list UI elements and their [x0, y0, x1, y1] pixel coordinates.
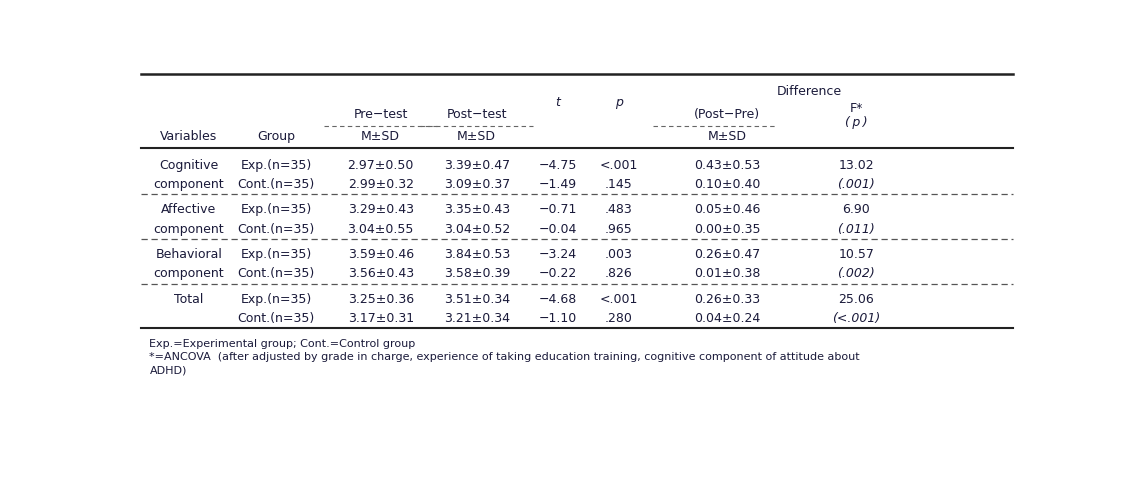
Text: Cont.(n=35): Cont.(n=35)	[238, 178, 314, 191]
Text: .003: .003	[605, 248, 633, 261]
Text: ( p ): ( p )	[844, 116, 868, 129]
Text: −1.49: −1.49	[539, 178, 577, 191]
Text: 10.57: 10.57	[839, 248, 874, 261]
Text: 3.04±0.52: 3.04±0.52	[444, 223, 510, 236]
Text: .965: .965	[605, 223, 633, 236]
Text: M±SD: M±SD	[361, 130, 400, 143]
Text: 0.43±0.53: 0.43±0.53	[694, 159, 760, 172]
Text: ADHD): ADHD)	[150, 366, 187, 376]
Text: 3.09±0.37: 3.09±0.37	[444, 178, 510, 191]
Text: Pre−test: Pre−test	[354, 107, 408, 120]
Text: Variables: Variables	[160, 130, 217, 143]
Text: .483: .483	[605, 204, 633, 216]
Text: Cont.(n=35): Cont.(n=35)	[238, 223, 314, 236]
Text: 3.51±0.34: 3.51±0.34	[444, 293, 510, 305]
Text: 0.01±0.38: 0.01±0.38	[694, 268, 760, 280]
Text: Cont.(n=35): Cont.(n=35)	[238, 312, 314, 325]
Text: t: t	[555, 96, 561, 109]
Text: Exp.(n=35): Exp.(n=35)	[240, 293, 312, 305]
Text: Post−test: Post−test	[447, 107, 507, 120]
Text: 0.10±0.40: 0.10±0.40	[694, 178, 760, 191]
Text: component: component	[153, 268, 224, 280]
Text: Exp.(n=35): Exp.(n=35)	[240, 248, 312, 261]
Text: (<.001): (<.001)	[832, 312, 881, 325]
Text: 3.58±0.39: 3.58±0.39	[444, 268, 510, 280]
Text: Exp.(n=35): Exp.(n=35)	[240, 204, 312, 216]
Text: −1.10: −1.10	[538, 312, 577, 325]
Text: .280: .280	[605, 312, 633, 325]
Text: (Post−Pre): (Post−Pre)	[694, 107, 760, 120]
Text: −4.75: −4.75	[538, 159, 577, 172]
Text: 3.17±0.31: 3.17±0.31	[348, 312, 413, 325]
Text: 3.39±0.47: 3.39±0.47	[444, 159, 510, 172]
Text: −0.71: −0.71	[538, 204, 577, 216]
Text: (.011): (.011)	[838, 223, 875, 236]
Text: Behavioral: Behavioral	[155, 248, 222, 261]
Text: Group: Group	[257, 130, 295, 143]
Text: 3.84±0.53: 3.84±0.53	[444, 248, 510, 261]
Text: −0.04: −0.04	[538, 223, 577, 236]
Text: Cont.(n=35): Cont.(n=35)	[238, 268, 314, 280]
Text: 6.90: 6.90	[842, 204, 870, 216]
Text: 3.25±0.36: 3.25±0.36	[348, 293, 413, 305]
Text: .145: .145	[605, 178, 633, 191]
Text: Exp.(n=35): Exp.(n=35)	[240, 159, 312, 172]
Text: 3.21±0.34: 3.21±0.34	[444, 312, 510, 325]
Text: F*: F*	[850, 102, 863, 115]
Text: −4.68: −4.68	[538, 293, 577, 305]
Text: <.001: <.001	[600, 293, 638, 305]
Text: component: component	[153, 223, 224, 236]
Text: (.002): (.002)	[838, 268, 875, 280]
Text: 13.02: 13.02	[839, 159, 874, 172]
Text: p: p	[615, 96, 623, 109]
Text: Difference: Difference	[777, 85, 842, 98]
Text: .826: .826	[605, 268, 633, 280]
Text: 3.59±0.46: 3.59±0.46	[348, 248, 413, 261]
Text: 3.56±0.43: 3.56±0.43	[348, 268, 413, 280]
Text: −0.22: −0.22	[538, 268, 577, 280]
Text: Cognitive: Cognitive	[159, 159, 218, 172]
Text: 2.97±0.50: 2.97±0.50	[348, 159, 414, 172]
Text: Affective: Affective	[161, 204, 216, 216]
Text: component: component	[153, 178, 224, 191]
Text: (.001): (.001)	[838, 178, 875, 191]
Text: 0.00±0.35: 0.00±0.35	[694, 223, 760, 236]
Text: 25.06: 25.06	[839, 293, 874, 305]
Text: Exp.=Experimental group; Cont.=Control group: Exp.=Experimental group; Cont.=Control g…	[150, 339, 415, 349]
Text: 0.26±0.47: 0.26±0.47	[694, 248, 760, 261]
Text: 3.29±0.43: 3.29±0.43	[348, 204, 413, 216]
Text: *=ANCOVA  (after adjusted by grade in charge, experience of taking education tra: *=ANCOVA (after adjusted by grade in cha…	[150, 352, 860, 362]
Text: 2.99±0.32: 2.99±0.32	[348, 178, 413, 191]
Text: 3.35±0.43: 3.35±0.43	[444, 204, 510, 216]
Text: −3.24: −3.24	[539, 248, 577, 261]
Text: 0.26±0.33: 0.26±0.33	[694, 293, 760, 305]
Text: <.001: <.001	[600, 159, 638, 172]
Text: M±SD: M±SD	[457, 130, 497, 143]
Text: 0.05±0.46: 0.05±0.46	[694, 204, 760, 216]
Text: M±SD: M±SD	[707, 130, 747, 143]
Text: Total: Total	[175, 293, 204, 305]
Text: 0.04±0.24: 0.04±0.24	[694, 312, 760, 325]
Text: 3.04±0.55: 3.04±0.55	[348, 223, 414, 236]
